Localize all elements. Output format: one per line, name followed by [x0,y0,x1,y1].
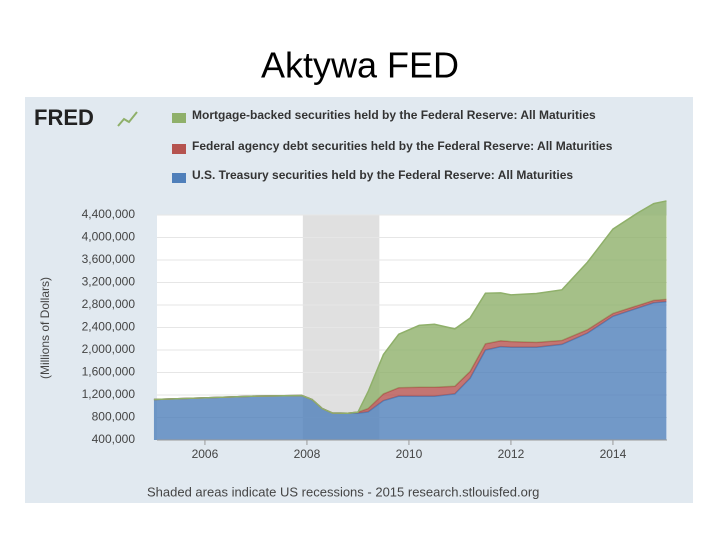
y-tick-label: 1,600,000 [82,365,136,379]
y-tick-label: 4,000,000 [82,230,136,244]
y-tick-label: 400,000 [92,432,136,446]
legend-label: Mortgage-backed securities held by the F… [192,108,596,122]
x-tick-label: 2014 [600,447,627,461]
area-edge [153,200,667,414]
logo: FRED [34,105,94,130]
y-tick-label: 800,000 [92,410,136,424]
area-fill [153,301,667,440]
y-tick-label: 2,400,000 [82,320,136,334]
y-tick-label: 2,000,000 [82,342,136,356]
slide-title: Aktywa FED [261,45,459,86]
legend-label: Federal agency debt securities held by t… [192,139,613,153]
y-tick-label: 1,200,000 [82,387,136,401]
logo-icon [117,111,138,127]
x-tick-label: 2008 [294,447,321,461]
y-tick-label: 4,400,000 [82,207,136,221]
area-fill [153,299,667,414]
x-tick-label: 2010 [396,447,423,461]
x-tick-label: 2012 [498,447,525,461]
legend-label: U.S. Treasury securities held by the Fed… [192,168,574,182]
annotation: Shaded areas indicate US recessions - 20… [147,484,539,499]
y-tick-label: 3,200,000 [82,275,136,289]
legend-swatch [172,144,186,154]
y-axis-label: (Millions of Dollars) [38,277,52,379]
y-tick-label: 3,600,000 [82,252,136,266]
x-tick-label: 2006 [192,447,219,461]
legend-swatch [172,173,186,183]
area-fill [153,200,667,414]
legend-swatch [172,113,186,123]
y-tick-label: 2,800,000 [82,297,136,311]
